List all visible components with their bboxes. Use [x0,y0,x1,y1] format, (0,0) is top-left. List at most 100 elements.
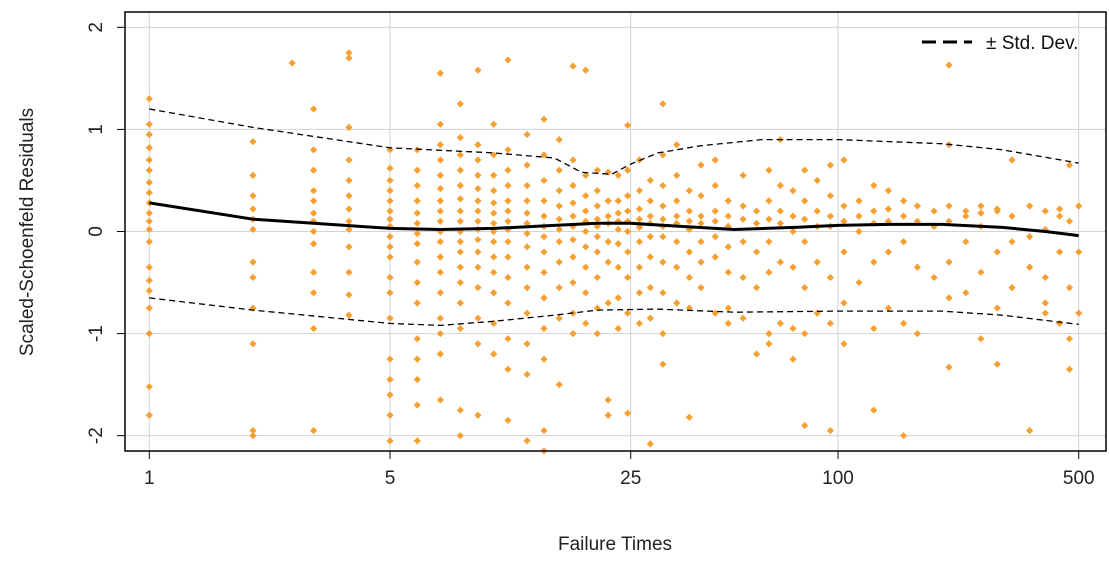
upper-std-dev-line [149,108,1079,175]
data-point [870,207,878,215]
data-point [635,289,644,297]
data-point [1075,309,1083,317]
data-point [899,212,908,220]
data-point [386,411,394,419]
data-point [249,225,257,234]
data-point [310,289,318,297]
data-point [801,215,809,223]
data-point [145,383,153,391]
data-point [413,258,421,266]
data-point [345,225,353,234]
data-point [673,263,681,271]
data-point [593,233,601,241]
data-point [593,187,601,195]
data-point [504,197,512,205]
data-point [413,278,421,287]
data-point [249,258,257,266]
data-point [593,166,601,174]
data-point [386,146,394,154]
data-point [345,217,353,225]
data-point [789,324,797,333]
x-axis: 1 5 25 100 500 [144,451,1095,489]
data-point [685,187,693,195]
data-point [870,181,878,190]
data-point [977,209,985,217]
data-point [436,141,444,149]
data-point [490,199,498,207]
data-point [593,329,601,338]
data-point [1008,238,1016,246]
data-point [646,197,654,205]
data-point [145,329,153,338]
data-point [840,202,848,210]
data-point [776,319,784,327]
data-point [945,217,953,225]
data-point [711,309,719,317]
data-point [685,207,693,215]
data-point [582,192,590,200]
data-point [604,238,612,246]
data-point [826,273,834,282]
data-point [697,238,705,246]
data-point [646,440,654,448]
data-point [145,189,153,197]
data-point [1041,299,1049,307]
y-tick-label: 2 [86,22,107,33]
data-point [813,207,821,215]
data-point [801,284,809,292]
data-point [504,335,512,343]
x-tick-label: 500 [1063,468,1095,489]
data-point [593,273,601,282]
data-point [523,161,531,169]
data-point [345,54,353,62]
data-point [249,432,257,440]
data-point [555,166,563,174]
data-point [604,258,612,266]
data-point [145,238,153,246]
data-point [765,329,773,338]
data-point [436,185,444,193]
data-point [310,187,318,195]
data-point [582,319,590,327]
data-point [474,66,482,74]
data-point [624,309,632,317]
data-point [413,299,421,307]
data-point [145,156,153,164]
data-point [826,192,834,200]
data-point [145,276,153,285]
data-point [504,166,512,174]
data-point [813,258,821,266]
data-point [386,375,394,384]
data-point [697,258,705,266]
data-point [523,340,531,348]
data-point [490,253,498,261]
data-point [474,185,482,193]
data-point [456,207,464,215]
data-point [523,243,531,251]
data-point [826,212,834,220]
data-point [569,236,577,244]
x-tick-label: 5 [385,468,396,489]
data-point [436,69,444,77]
data-point [697,192,705,200]
data-point [310,197,318,205]
data-point [555,136,563,144]
data-point [456,406,464,414]
data-point [504,365,512,373]
data-point [739,171,747,179]
data-point [711,207,719,215]
data-point [145,120,153,128]
data-point [249,171,257,179]
data-point [899,432,908,440]
data-points [145,49,1083,455]
data-point [310,209,318,217]
data-point [899,197,908,205]
data-point [490,120,498,128]
data-point [945,202,953,210]
data-point [646,212,654,220]
data-point [504,238,512,246]
data-point [776,207,784,215]
data-point [474,284,482,292]
data-point [386,215,394,223]
data-point [145,287,153,295]
